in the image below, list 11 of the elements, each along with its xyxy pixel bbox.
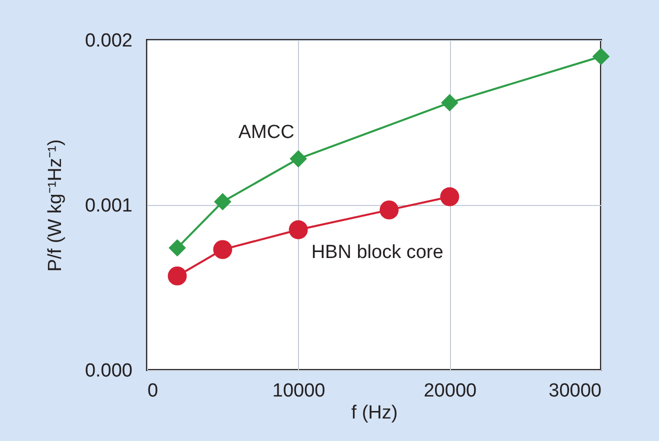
x-axis-title: f (Hz) [351,402,398,424]
x-tick-label: 20000 [424,380,477,402]
y-tick-label: 0.001 [84,196,132,216]
x-tick-label: 0 [148,380,158,402]
y-tick-label: 0.002 [84,30,132,52]
x-tick-label: 30000 [548,380,602,402]
y-axis-title: P/f (W kg⁻¹Hz⁻¹) [44,139,66,272]
x-tick-label: 10000 [272,380,326,402]
series-label: HBN block core [311,242,444,263]
series-label: AMCC [238,122,294,143]
y-tick-label: 0.000 [84,360,132,382]
